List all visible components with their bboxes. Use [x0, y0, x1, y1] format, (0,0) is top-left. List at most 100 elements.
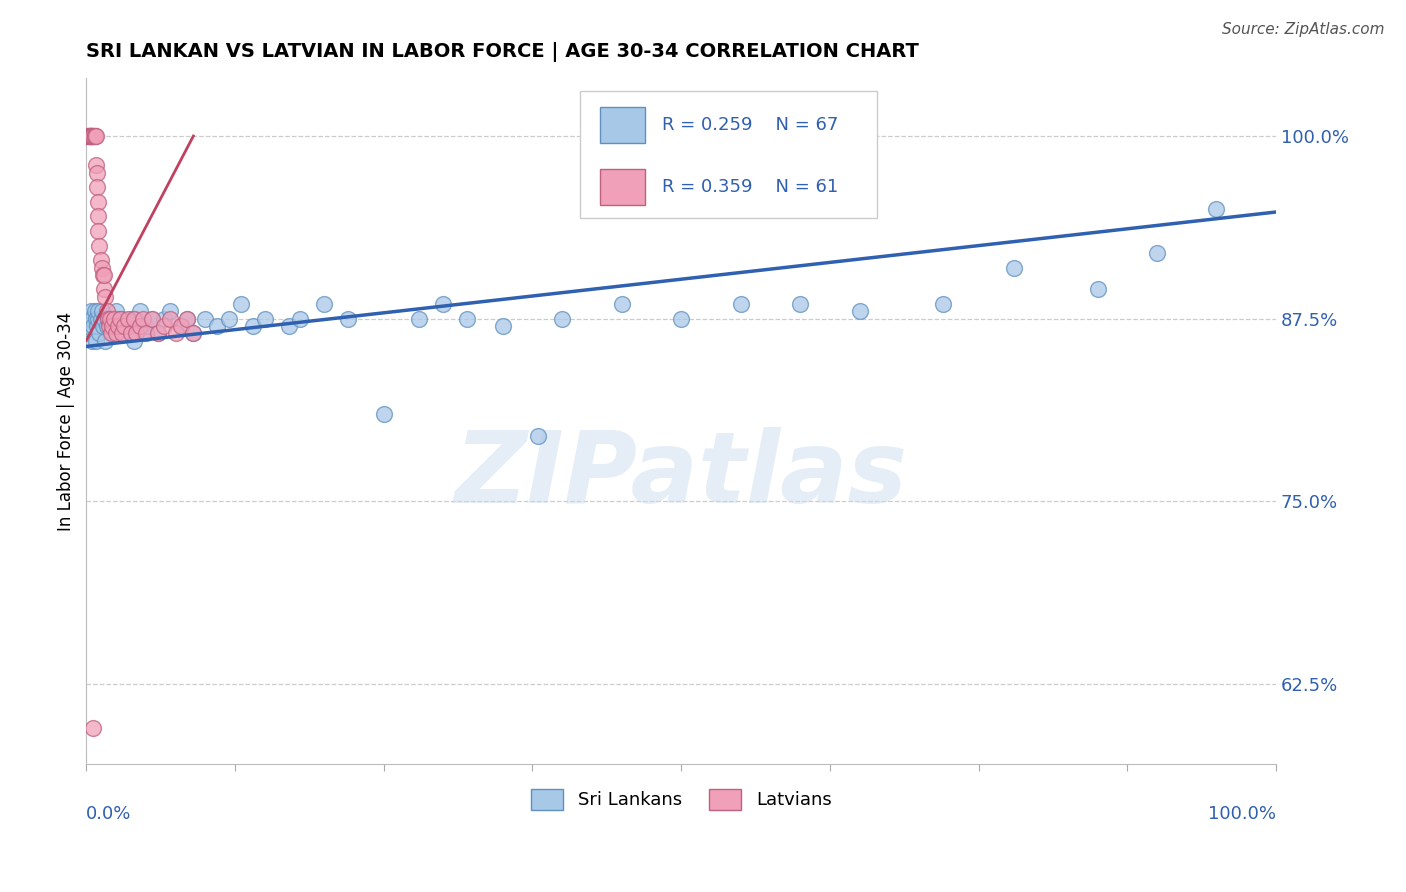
Point [1146, 246, 1168, 260]
Point [932, 297, 955, 311]
Point [121, 326, 143, 341]
Point [128, 318, 150, 333]
Point [98, 318, 121, 333]
Point [314, 297, 336, 311]
Point [105, 326, 128, 341]
Point [79, 129, 101, 144]
Point [87, 210, 110, 224]
Point [100, 326, 122, 341]
Point [79, 129, 101, 144]
Point [84, 334, 107, 348]
Point [80, 129, 103, 144]
Point [135, 318, 157, 333]
Point [93, 311, 115, 326]
Point [183, 326, 205, 341]
Point [135, 326, 157, 341]
Point [112, 318, 135, 333]
Point [84, 129, 107, 144]
Point [93, 268, 115, 282]
Point [82, 129, 104, 144]
Point [122, 334, 145, 348]
Point [79, 129, 101, 144]
Point [82, 129, 104, 144]
Text: 100.0%: 100.0% [1208, 805, 1277, 823]
Point [101, 326, 124, 341]
Point [87, 311, 110, 326]
Point [669, 311, 692, 326]
Point [79, 311, 101, 326]
Point [84, 311, 107, 326]
Point [90, 311, 112, 326]
Point [86, 318, 108, 333]
Text: 0.0%: 0.0% [86, 805, 132, 823]
Point [253, 311, 276, 326]
Point [86, 165, 108, 179]
Point [159, 311, 181, 326]
Point [91, 268, 114, 282]
Point [125, 311, 148, 326]
Point [98, 311, 121, 326]
Point [80, 304, 103, 318]
Text: Source: ZipAtlas.com: Source: ZipAtlas.com [1222, 22, 1385, 37]
Point [94, 334, 117, 348]
Point [610, 297, 633, 311]
FancyBboxPatch shape [600, 169, 645, 204]
Point [93, 282, 115, 296]
Text: R = 0.259    N = 67: R = 0.259 N = 67 [662, 116, 838, 134]
Point [141, 311, 163, 326]
Point [229, 297, 252, 311]
Point [152, 318, 174, 333]
Point [97, 311, 120, 326]
Point [108, 311, 131, 326]
Point [337, 311, 360, 326]
Point [87, 194, 110, 209]
Point [83, 129, 105, 144]
Point [94, 290, 117, 304]
Point [111, 326, 134, 341]
Point [1087, 282, 1109, 296]
Point [89, 326, 111, 341]
Point [76, 129, 98, 144]
Point [1002, 260, 1025, 275]
Text: R = 0.359    N = 61: R = 0.359 N = 61 [662, 178, 838, 195]
Point [96, 304, 118, 318]
Point [76, 129, 98, 144]
Point [77, 129, 100, 144]
Point [111, 311, 134, 326]
Point [159, 304, 181, 318]
Point [1205, 202, 1227, 216]
Point [146, 326, 169, 341]
Point [82, 311, 104, 326]
Point [205, 318, 228, 333]
Point [87, 224, 110, 238]
Point [82, 721, 104, 735]
Point [152, 311, 174, 326]
Point [527, 428, 550, 442]
Point [77, 129, 100, 144]
Point [373, 407, 395, 421]
Point [121, 311, 143, 326]
Point [90, 260, 112, 275]
Point [218, 311, 240, 326]
Point [848, 304, 870, 318]
Point [87, 304, 110, 318]
Point [82, 129, 104, 144]
Point [83, 304, 105, 318]
Point [84, 158, 107, 172]
Point [789, 297, 811, 311]
Point [96, 318, 118, 333]
Point [83, 129, 105, 144]
Point [492, 318, 515, 333]
Point [101, 318, 124, 333]
Point [117, 318, 139, 333]
Point [107, 318, 129, 333]
Point [456, 311, 478, 326]
Point [132, 326, 155, 341]
Point [277, 318, 299, 333]
Point [80, 129, 103, 144]
Point [86, 180, 108, 194]
Point [82, 318, 104, 333]
Point [242, 318, 264, 333]
Point [141, 311, 163, 326]
Point [170, 318, 193, 333]
